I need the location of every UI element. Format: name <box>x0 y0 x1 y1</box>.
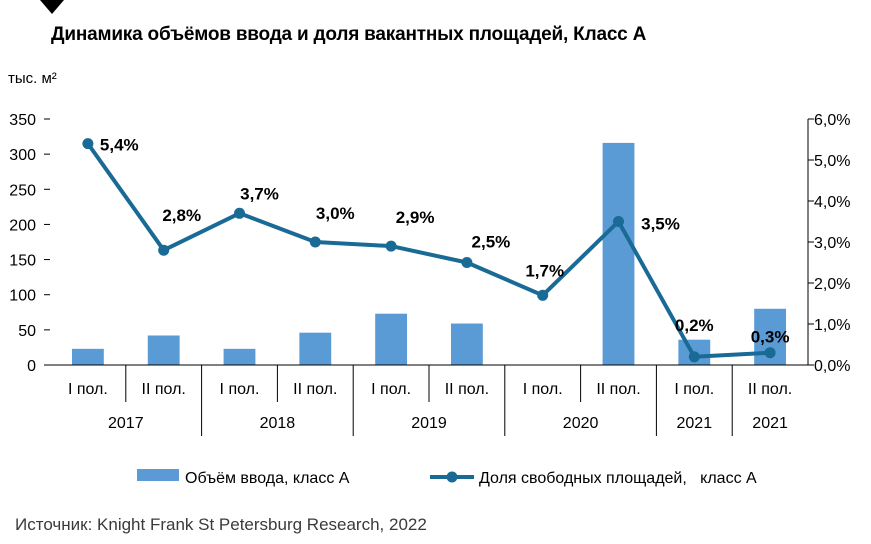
bar <box>602 142 635 365</box>
bar <box>71 348 104 365</box>
chart-area: 0 50 100 150 200 250 300 350 0,0% 1,0% 2,0% 3,0% 4,0… <box>9 112 850 487</box>
left-axis-tick-label: 350 <box>9 112 36 129</box>
left-axis-tick-label: 150 <box>9 253 36 270</box>
vacancy-data-label: 3,5% <box>641 215 680 234</box>
legend-bar-swatch <box>137 469 179 481</box>
category-label: I пол. <box>220 381 260 398</box>
vacancy-data-label: 0,3% <box>751 328 790 347</box>
right-axis-tick-label: 6,0% <box>814 112 850 129</box>
vacancy-point <box>158 244 170 256</box>
year-label: 2021 <box>752 415 788 432</box>
category-label: I пол. <box>68 381 108 398</box>
left-axis-tick-label: 300 <box>9 147 36 164</box>
left-axis-tick-label: 100 <box>9 288 36 305</box>
category-label: II пол. <box>445 381 489 398</box>
right-axis-tick-label: 1,0% <box>814 317 850 334</box>
right-axis-tick-label: 0,0% <box>814 358 850 375</box>
vacancy-data-label: 0,2% <box>675 316 714 335</box>
category-label: I пол. <box>371 381 411 398</box>
bar <box>450 323 483 365</box>
left-axis-unit: тыс. м² <box>8 70 57 87</box>
year-label: 2020 <box>563 415 599 432</box>
left-axis-tick-label: 250 <box>9 182 36 199</box>
left-axis-tick-label: 0 <box>27 358 36 375</box>
vacancy-data-label: 3,7% <box>240 184 279 203</box>
left-axis-tick-label: 200 <box>9 217 36 234</box>
year-label: 2018 <box>260 415 296 432</box>
right-axis-tick-label: 4,0% <box>814 194 850 211</box>
vacancy-data-label: 1,7% <box>525 261 564 280</box>
right-axis-tick-label: 2,0% <box>814 276 850 293</box>
category-label: II пол. <box>748 381 792 398</box>
category-label: II пол. <box>596 381 640 398</box>
bar <box>375 313 408 365</box>
vacancy-line <box>86 142 771 359</box>
bar <box>147 335 180 365</box>
vacancy-point <box>461 257 473 268</box>
vacancy-point <box>537 289 549 301</box>
year-label: 2021 <box>677 415 713 432</box>
category-label: I пол. <box>523 381 563 398</box>
vacancy-point <box>309 236 321 248</box>
vacancy-data-label: 5,4% <box>100 136 139 155</box>
corner-arrow-icon <box>40 0 64 14</box>
vacancy-point <box>234 207 245 219</box>
legend-line-label: Доля свободных площадей, класс А <box>479 470 757 487</box>
year-label: 2017 <box>108 415 144 432</box>
vacancy-data-label: 2,8% <box>162 206 201 225</box>
right-axis-tick-label: 5,0% <box>814 153 850 170</box>
legend-bar-label: Объём ввода, класс А <box>185 470 350 487</box>
vacancy-point <box>82 138 94 150</box>
vacancy-data-label: 2,5% <box>472 233 511 252</box>
bar <box>299 332 332 365</box>
category-label: II пол. <box>142 381 186 398</box>
source-note: Источник: Knight Frank St Petersburg Res… <box>15 515 427 534</box>
vacancy-point <box>764 347 776 359</box>
category-label: I пол. <box>674 381 714 398</box>
vacancy-point <box>613 216 624 227</box>
category-label: II пол. <box>293 381 337 398</box>
legend-line-marker <box>446 471 458 483</box>
bar <box>223 348 256 365</box>
vacancy-data-label: 3,0% <box>316 204 355 223</box>
right-axis-tick-label: 3,0% <box>814 235 850 252</box>
left-axis-tick-label: 50 <box>18 323 36 340</box>
vacancy-point <box>385 240 397 252</box>
year-label: 2019 <box>411 415 447 432</box>
vacancy-data-label: 2,9% <box>396 208 435 227</box>
vacancy-point <box>688 351 700 363</box>
chart-title: Динамика объёмов ввода и доля вакантных … <box>51 24 647 45</box>
